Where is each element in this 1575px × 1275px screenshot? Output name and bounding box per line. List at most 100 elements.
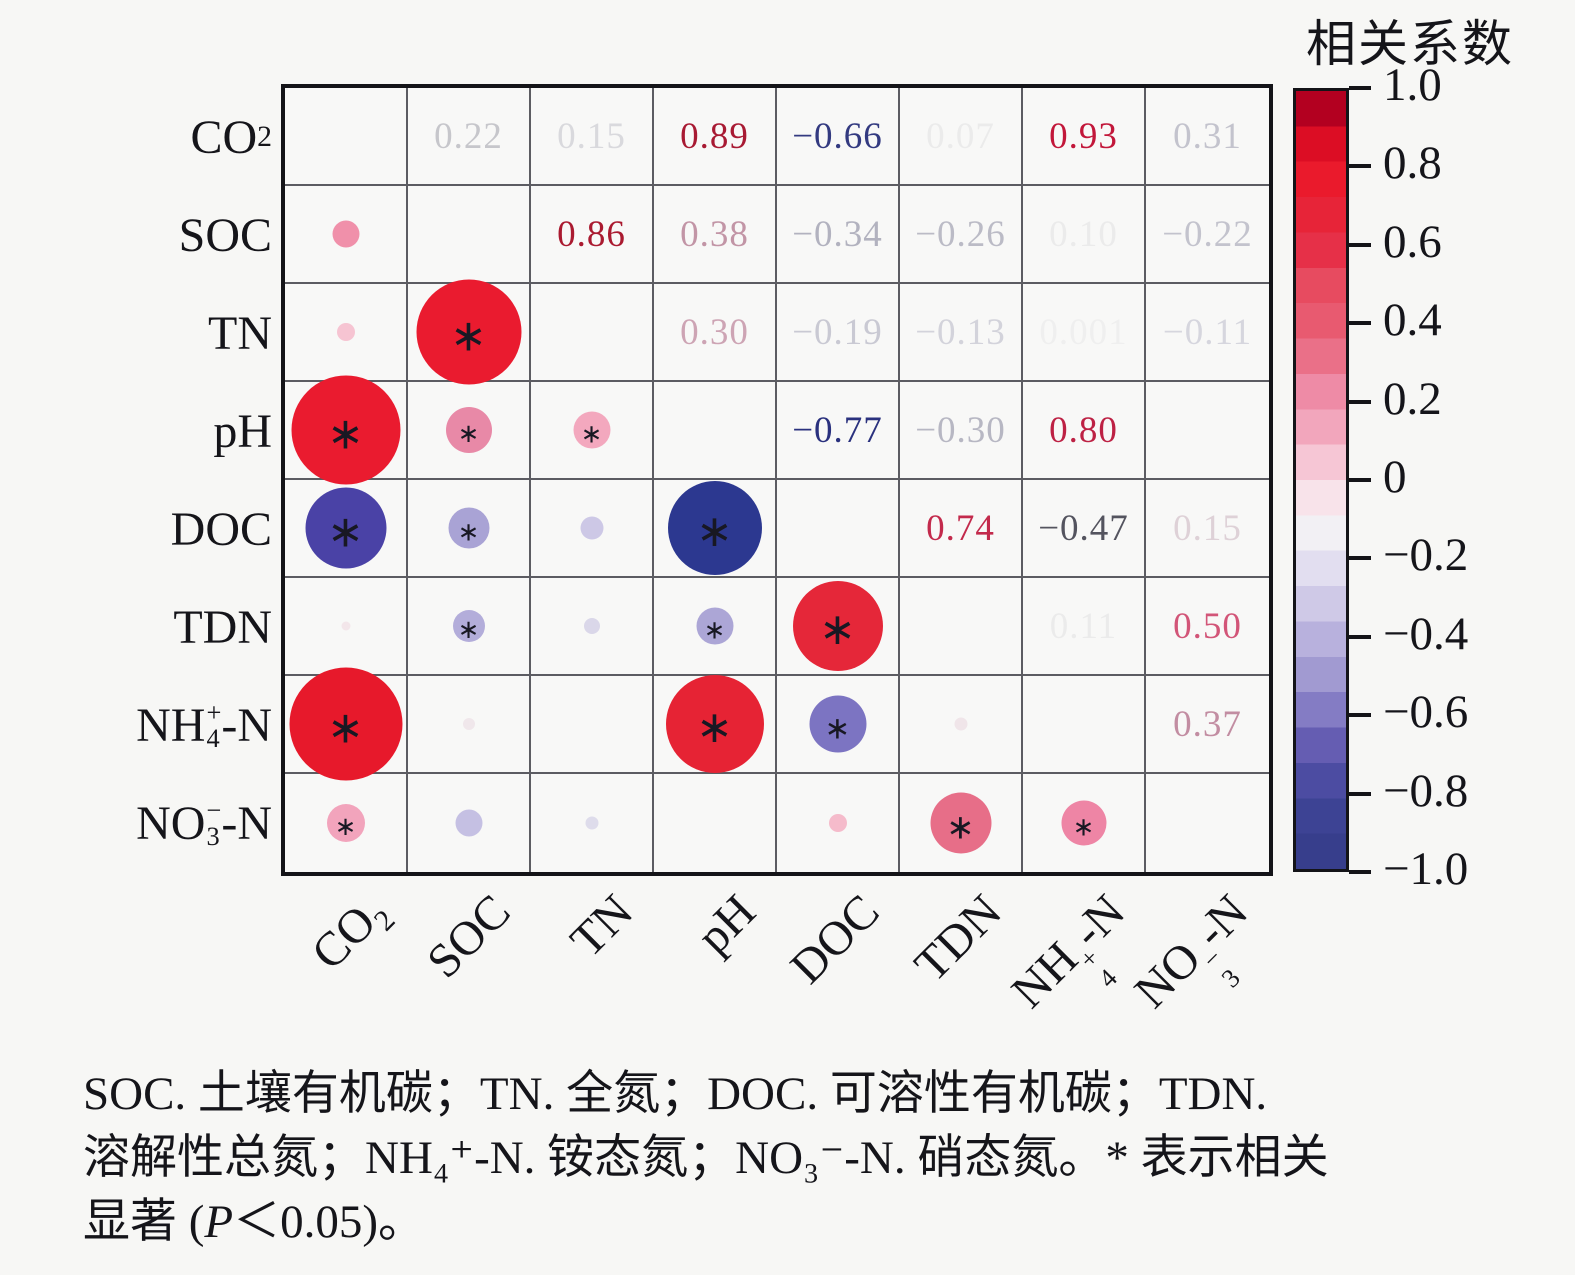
column-label-ph: pH xyxy=(687,884,767,964)
colorbar-tick xyxy=(1349,713,1371,718)
row-label-soc: SOC xyxy=(178,208,272,262)
stacked-subscript: −3 xyxy=(206,794,222,851)
correlation-value: −0.19 xyxy=(792,311,883,353)
colorbar-tick xyxy=(1349,321,1371,326)
matrix-cell-tn-tn xyxy=(531,284,654,382)
colorbar-tick-label: 0.8 xyxy=(1383,137,1442,190)
correlation-circle xyxy=(580,516,603,540)
correlation-matrix-grid: 0.22 0.15 0.89 −0.66 0.07 0.93 0.31 0.86 0.38 −0.… xyxy=(285,88,1269,872)
correlation-circle xyxy=(336,323,355,341)
column-label-co2: CO2 xyxy=(302,895,402,980)
matrix-cell-nh4-n-soc xyxy=(408,676,531,774)
matrix-cell-doc-tn xyxy=(531,480,654,578)
correlation-circle: ∗ xyxy=(445,407,492,453)
matrix-cell-no3-n-soc xyxy=(408,774,531,872)
matrix-cell-tn-doc: −0.19 xyxy=(777,284,900,382)
matrix-cell-tn-tdn: −0.13 xyxy=(900,284,1023,382)
matrix-cell-doc-nh4-n: −0.47 xyxy=(1023,480,1146,578)
matrix-cell-soc-tdn: −0.26 xyxy=(900,186,1023,284)
matrix-cell-ph-co2: ∗ xyxy=(285,375,408,485)
correlation-circle xyxy=(332,220,359,248)
row-label-tn: TN xyxy=(208,306,272,360)
figure-caption: SOC. 土壤有机碳；TN. 全氮；DOC. 可溶性有机碳；TDN. 溶解性总氮… xyxy=(83,1062,1533,1254)
caption-line-3-post: ＜0.05)。 xyxy=(233,1196,426,1248)
colorbar xyxy=(1293,88,1349,872)
correlation-circle: ∗ xyxy=(291,375,400,485)
colorbar-tick-label: −0.2 xyxy=(1383,529,1469,582)
matrix-cell-ph-soc: ∗ xyxy=(408,382,531,480)
matrix-cell-ph-nh4-n: 0.80 xyxy=(1023,382,1146,480)
matrix-cell-nh4-n-nh4-n xyxy=(1023,676,1146,774)
correlation-value: 0.38 xyxy=(680,213,749,255)
matrix-cell-no3-n-co2: ∗ xyxy=(285,774,408,872)
correlation-circle: ∗ xyxy=(305,487,386,569)
correlation-value: 0.86 xyxy=(557,213,626,255)
matrix-cell-nh4-n-doc: ∗ xyxy=(777,676,900,774)
correlation-circle: ∗ xyxy=(1061,800,1106,846)
correlation-value: 0.37 xyxy=(1173,703,1242,745)
correlation-circle: ∗ xyxy=(452,610,485,643)
caption-line-3-pre: 显著 ( xyxy=(83,1196,205,1248)
column-label-doc: DOC xyxy=(780,884,890,994)
row-label-co2: CO 2 xyxy=(190,110,272,164)
row-label-nh4-n: NH +4 -N xyxy=(136,696,272,753)
correlation-circle: ∗ xyxy=(665,675,764,773)
matrix-cell-soc-no3-n: −0.22 xyxy=(1146,186,1269,284)
correlation-circle xyxy=(462,718,475,730)
correlation-circle: ∗ xyxy=(792,581,883,671)
matrix-cell-doc-no3-n: 0.15 xyxy=(1146,480,1269,578)
matrix-cell-tdn-nh4-n: 0.11 xyxy=(1023,578,1146,676)
matrix-cell-tn-no3-n: −0.11 xyxy=(1146,284,1269,382)
correlation-value: 0.22 xyxy=(434,115,503,157)
matrix-cell-nh4-n-tdn xyxy=(900,676,1023,774)
colorbar-tick-label: −0.8 xyxy=(1383,764,1469,817)
matrix-cell-ph-doc: −0.77 xyxy=(777,382,900,480)
matrix-cell-tn-ph: 0.30 xyxy=(654,284,777,382)
correlation-value: 0.10 xyxy=(1049,213,1118,255)
matrix-cell-soc-co2 xyxy=(285,186,408,284)
matrix-cell-no3-n-tdn: ∗ xyxy=(900,774,1023,872)
correlation-circle xyxy=(455,809,482,837)
correlation-value: 0.50 xyxy=(1173,605,1242,647)
matrix-cell-tdn-ph: ∗ xyxy=(654,578,777,676)
correlation-value: −0.11 xyxy=(1162,311,1253,353)
correlation-circle: ∗ xyxy=(573,411,610,449)
matrix-cell-doc-tdn: 0.74 xyxy=(900,480,1023,578)
colorbar-tick xyxy=(1349,399,1371,404)
colorbar-tick xyxy=(1349,870,1371,874)
stacked-subscript: +4 xyxy=(206,696,222,753)
matrix-cell-ph-no3-n xyxy=(1146,382,1269,480)
correlation-circle: ∗ xyxy=(416,279,521,385)
matrix-cell-no3-n-tn xyxy=(531,774,654,872)
correlation-circle xyxy=(583,618,600,634)
matrix-cell-tn-co2 xyxy=(285,284,408,382)
correlation-value: 0.30 xyxy=(680,311,749,353)
colorbar-tick-label: 0.2 xyxy=(1383,372,1442,425)
correlation-circle xyxy=(341,621,350,631)
caption-line-3: 显著 (P＜0.05)。 xyxy=(83,1190,1533,1254)
correlation-value: −0.13 xyxy=(915,311,1006,353)
column-label-soc: SOC xyxy=(416,884,521,989)
correlation-value: 0.001 xyxy=(1039,311,1128,353)
correlation-circle: ∗ xyxy=(448,507,489,549)
correlation-circle: ∗ xyxy=(326,804,365,842)
stacked-subscript: +4 xyxy=(1073,942,1123,993)
matrix-cell-doc-doc xyxy=(777,480,900,578)
matrix-cell-co2-doc: −0.66 xyxy=(777,88,900,186)
stacked-subscript: −3 xyxy=(1196,942,1246,993)
colorbar-tick-label: 0.4 xyxy=(1383,294,1442,347)
matrix-cell-tdn-tn xyxy=(531,578,654,676)
column-label-nh4-n: NH +4 -N xyxy=(1001,884,1136,1019)
row-label-no3-n: NO −3 -N xyxy=(136,794,272,851)
matrix-cell-nh4-n-co2: ∗ xyxy=(285,667,408,781)
row-label-doc: DOC xyxy=(170,502,272,556)
matrix-cell-nh4-n-ph: ∗ xyxy=(654,675,777,774)
matrix-cell-tn-soc: ∗ xyxy=(408,279,531,385)
matrix-cell-doc-ph: ∗ xyxy=(654,480,777,578)
matrix-cell-no3-n-ph xyxy=(654,774,777,872)
correlation-circle: ∗ xyxy=(930,792,991,854)
matrix-cell-no3-n-doc xyxy=(777,774,900,872)
correlation-value: 0.11 xyxy=(1049,605,1118,647)
matrix-cell-co2-no3-n: 0.31 xyxy=(1146,88,1269,186)
